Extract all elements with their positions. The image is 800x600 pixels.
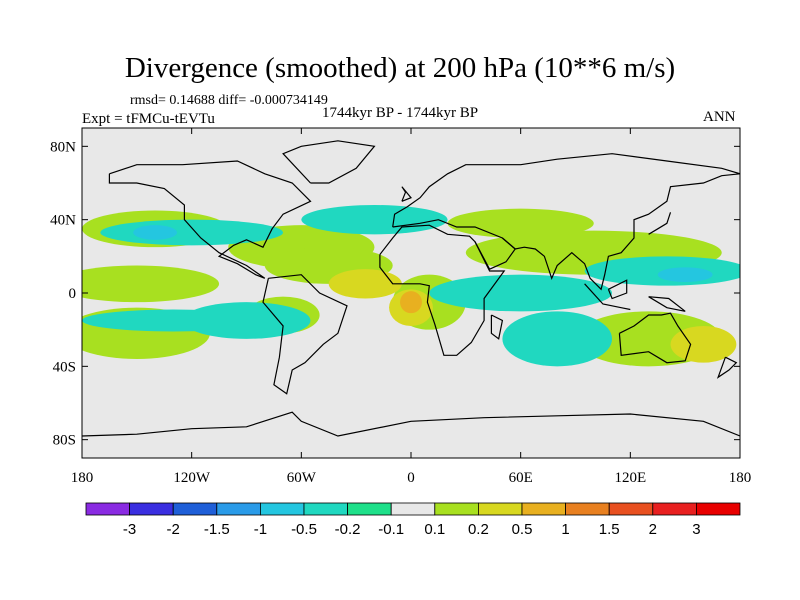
field-region (502, 311, 613, 367)
y-tick-label: 40N (50, 213, 76, 229)
x-tick-label: 0 (407, 470, 415, 486)
coastline (618, 312, 692, 364)
coastline (108, 160, 312, 279)
coastlines (82, 140, 740, 437)
field-region (182, 302, 311, 339)
colorbar-swatch (652, 502, 697, 516)
season-label: ANN (703, 109, 736, 125)
x-tick-label: 120E (614, 470, 646, 486)
colorbar-label: 3 (692, 521, 700, 538)
colorbar-swatch (608, 502, 654, 516)
x-tick-label: 60E (509, 470, 533, 486)
x-tick-label: 60W (287, 470, 317, 486)
y-tick-label: 0 (69, 286, 77, 302)
colorbar-label: 2 (649, 521, 657, 538)
colorbar-swatch (347, 502, 392, 516)
coastline (82, 411, 740, 437)
field-region (657, 267, 713, 282)
colorbar-swatch (259, 502, 305, 516)
field-region (100, 219, 284, 246)
y-tick-label: 80N (50, 139, 76, 155)
colorbar-label: 0.2 (468, 521, 489, 538)
field-region (429, 274, 613, 312)
rmsd-diff-stats: rmsd= 0.14688 diff= -0.000734149 (130, 93, 328, 108)
colorbar-swatch (85, 502, 130, 516)
colorbar-label: -1 (254, 521, 267, 538)
field-region (447, 208, 594, 238)
colorbar-label: 0.1 (424, 521, 445, 538)
coastline (490, 314, 504, 340)
coastline (262, 274, 348, 395)
colorbar-swatch (129, 502, 174, 516)
colorbar-swatch (565, 502, 610, 516)
coastline (716, 356, 738, 379)
experiment-label: Expt = tFMCu-tEVTu (82, 111, 215, 127)
colorbar-label: 1 (561, 521, 569, 538)
colorbar-label: -0.2 (335, 521, 361, 538)
coastline (401, 186, 412, 202)
colorbar-swatch (434, 502, 479, 516)
colorbar-swatch (303, 502, 348, 516)
coastline (392, 173, 740, 291)
colorbar-swatch (477, 502, 523, 516)
field-region (82, 265, 220, 303)
colorbar-swatch (216, 502, 261, 516)
colorbar-label: -0.1 (378, 521, 404, 538)
colorbar-label: -3 (123, 521, 136, 538)
colorbar-swatch (696, 502, 741, 516)
coastline (282, 140, 376, 184)
colorbar-label: 1.5 (599, 521, 620, 538)
colorbar-label: 0.5 (512, 521, 533, 538)
field-region (133, 225, 178, 240)
colorbar-swatch (521, 502, 566, 516)
field-region (328, 269, 402, 299)
coastline (379, 224, 506, 356)
coastline (648, 212, 672, 235)
y-tick-label: 80S (53, 433, 76, 449)
coastline (474, 237, 517, 270)
coastline (648, 296, 686, 312)
x-tick-label: 180 (729, 470, 752, 486)
coastline (392, 153, 740, 228)
period-label: 1744kyr BP - 1744kyr BP (322, 105, 479, 121)
colorbar-label: -0.5 (291, 521, 317, 538)
field-region (301, 205, 448, 235)
colorbar-label: -2 (167, 521, 180, 538)
colorbar-label: -1.5 (204, 521, 230, 538)
field-region (400, 291, 422, 314)
coastline (607, 279, 628, 300)
colorbar-swatch (172, 502, 218, 516)
x-tick-label: 180 (71, 470, 94, 486)
colorbar-swatch (390, 502, 436, 516)
chart-title: Divergence (smoothed) at 200 hPa (10**6 … (124, 52, 676, 84)
x-tick-label: 120W (173, 470, 211, 486)
coastline (584, 283, 631, 311)
y-tick-label: 40S (53, 359, 76, 375)
